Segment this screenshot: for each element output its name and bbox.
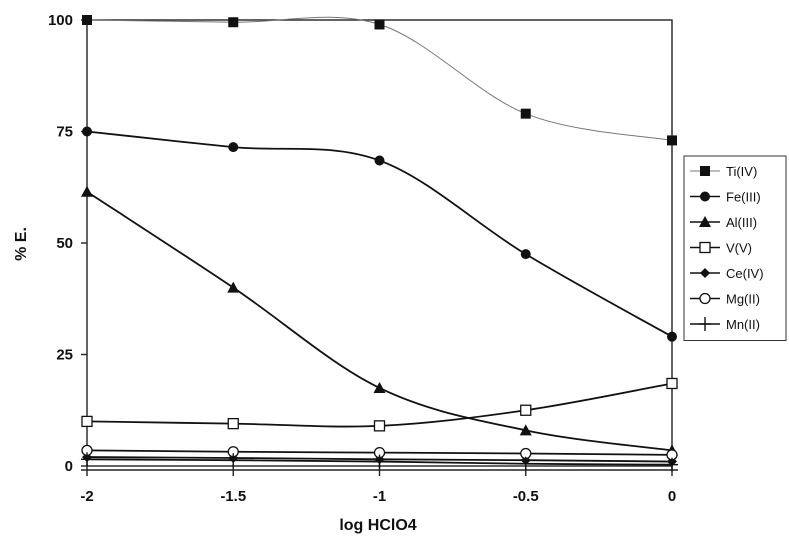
data-point	[228, 142, 239, 153]
y-axis-title: % E.	[13, 227, 30, 261]
y-tick-label: 25	[56, 347, 73, 364]
legend-marker	[699, 241, 711, 254]
data-point	[228, 17, 239, 28]
series-3	[81, 377, 678, 432]
legend-marker	[699, 317, 711, 331]
data-point	[373, 381, 386, 393]
legend-item: Ce(IV)	[690, 266, 764, 281]
series-line	[86, 190, 673, 452]
data-point	[520, 108, 531, 119]
legend-item: Ti(IV)	[690, 164, 757, 179]
data-point	[520, 404, 532, 416]
y-tick-label: 100	[48, 12, 73, 29]
data-point	[227, 453, 240, 468]
y-tick-label: 50	[56, 235, 73, 252]
data-point	[81, 185, 93, 197]
legend-item: Mg(II)	[690, 292, 760, 307]
x-tick-label: -1	[373, 488, 386, 505]
series-5	[81, 444, 678, 461]
data-point	[374, 155, 385, 166]
legend-marker	[699, 292, 711, 305]
legend-marker	[700, 166, 710, 176]
legend-item: Mn(II)	[690, 317, 760, 332]
data-point	[667, 135, 677, 146]
data-point	[666, 457, 678, 472]
y-tick-label: 0	[65, 458, 73, 475]
data-point	[81, 415, 93, 428]
legend-item: V(V)	[690, 241, 752, 256]
legend-label: Ti(IV)	[726, 164, 757, 179]
series-line	[86, 16, 673, 141]
series-1	[82, 126, 677, 342]
x-tick-label: -2	[80, 488, 93, 505]
data-point	[374, 19, 385, 30]
legend-marker	[700, 191, 710, 202]
data-point	[666, 377, 678, 390]
plot-frame	[86, 19, 673, 467]
data-point	[227, 417, 239, 430]
series-6	[81, 452, 678, 472]
data-point	[373, 420, 386, 432]
legend-label: Al(III)	[726, 215, 757, 230]
legend-label: Mn(II)	[726, 317, 760, 332]
legend-marker	[700, 268, 710, 278]
data-point	[227, 281, 240, 293]
data-point	[520, 249, 531, 260]
data-point	[519, 424, 532, 436]
legend-marker	[699, 216, 711, 227]
x-axis-title: log HClO4	[339, 517, 416, 534]
series-2	[81, 185, 678, 456]
data-point	[519, 456, 532, 471]
data-point	[373, 454, 386, 469]
data-point	[82, 126, 92, 137]
legend-item: Fe(III)	[690, 190, 761, 205]
x-tick-label: -1.5	[220, 488, 246, 505]
legend-label: V(V)	[726, 241, 752, 256]
y-tick-label: 75	[56, 124, 73, 141]
series-0	[82, 15, 677, 146]
data-point	[81, 452, 93, 467]
x-tick-label: 0	[668, 488, 676, 505]
legend-label: Fe(III)	[726, 190, 761, 205]
legend-label: Ce(IV)	[726, 266, 764, 281]
legend-item: Al(III)	[690, 215, 757, 230]
x-tick-label: -0.5	[513, 488, 539, 505]
data-point	[667, 331, 677, 342]
data-point	[82, 15, 92, 25]
legend-label: Mg(II)	[726, 292, 760, 307]
